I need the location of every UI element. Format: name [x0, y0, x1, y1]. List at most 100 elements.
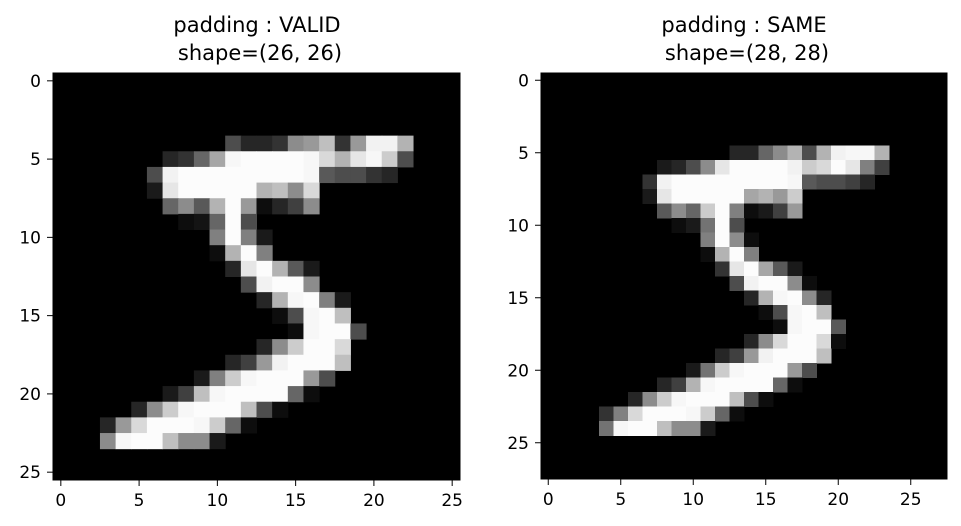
heatmap-cell — [831, 175, 846, 190]
heatmap-cell — [773, 305, 788, 320]
heatmap-cell — [116, 433, 132, 449]
heatmap-cell — [715, 262, 730, 277]
heatmap-cell — [303, 386, 319, 402]
heatmap-cell — [686, 218, 701, 233]
heatmap-cell — [178, 402, 194, 418]
heatmap-cell — [257, 198, 273, 214]
heatmap-cell — [225, 198, 241, 214]
heatmap-cell — [672, 392, 687, 407]
heatmap-cell — [225, 386, 241, 402]
heatmap-cell — [657, 204, 672, 219]
heatmap-cell — [131, 433, 147, 449]
heatmap-cell — [272, 261, 288, 277]
heatmap-cell — [257, 370, 273, 386]
heatmap-cell — [672, 421, 687, 436]
heatmap-cell — [802, 334, 817, 349]
heatmap-cell — [744, 233, 759, 248]
heatmap-cell — [366, 151, 382, 167]
heatmap-cell — [643, 392, 658, 407]
heatmap-cell — [715, 175, 730, 190]
x-tick-label: 25 — [441, 491, 463, 511]
heatmap-cell — [860, 160, 875, 175]
heatmap-cell — [788, 349, 803, 364]
heatmap-cell — [730, 218, 745, 233]
heatmap-cell — [288, 355, 304, 371]
x-tick-label: 5 — [615, 490, 626, 510]
heatmap-cell — [210, 433, 226, 449]
heatmap-cell — [817, 305, 832, 320]
y-tick-label: 20 — [19, 385, 41, 405]
heatmap-cell — [730, 349, 745, 364]
heatmap-cell — [686, 175, 701, 190]
heatmap-cell — [131, 417, 147, 433]
heatmap-cell — [210, 151, 226, 167]
x-tick-label: 0 — [55, 491, 66, 511]
heatmap-cell — [319, 323, 335, 339]
heatmap-cell — [643, 189, 658, 204]
heatmap-cell — [210, 417, 226, 433]
chart-subtitle-same: shape=(28, 28) — [665, 41, 829, 65]
heatmap-cell — [730, 175, 745, 190]
heatmap-cell — [335, 167, 351, 183]
heatmap-cell — [178, 151, 194, 167]
heatmap-cell — [163, 183, 179, 199]
y-tick-label: 15 — [507, 289, 529, 309]
heatmap-cell — [701, 189, 716, 204]
heatmap-cell — [875, 160, 890, 175]
heatmap-cell — [163, 433, 179, 449]
heatmap-cell — [288, 136, 304, 152]
heatmap-cell — [257, 136, 273, 152]
heatmap-cell — [686, 392, 701, 407]
heatmap-cell — [701, 378, 716, 393]
heatmap-cell — [366, 167, 382, 183]
heatmap-cell — [303, 308, 319, 324]
heatmap-cell — [672, 160, 687, 175]
heatmap-cell — [715, 407, 730, 422]
heatmap-cell — [657, 421, 672, 436]
heatmap-cell — [288, 198, 304, 214]
heatmap-cell — [350, 151, 366, 167]
heatmap-cell — [147, 417, 163, 433]
heatmap-cell — [194, 370, 210, 386]
heatmap-cell — [147, 183, 163, 199]
heatmap-cell — [701, 407, 716, 422]
heatmap-cell — [686, 189, 701, 204]
heatmap-cell — [257, 167, 273, 183]
heatmap-cell — [831, 146, 846, 161]
heatmap-cell — [241, 277, 257, 293]
heatmap-cell — [288, 151, 304, 167]
heatmap-cell — [730, 378, 745, 393]
heatmap-cell — [686, 378, 701, 393]
heatmap-cell — [319, 370, 335, 386]
heatmap-cell — [241, 230, 257, 246]
heatmap-cell — [759, 363, 774, 378]
heatmap-cell — [686, 363, 701, 378]
heatmap-cell — [288, 167, 304, 183]
heatmap-cell — [272, 292, 288, 308]
heatmap-cell — [759, 175, 774, 190]
heatmap-cell — [744, 160, 759, 175]
y-tick-label: 15 — [19, 307, 41, 327]
heatmap-cell — [788, 363, 803, 378]
heatmap-cell — [335, 355, 351, 371]
x-tick-label: 10 — [207, 491, 229, 511]
heatmap-cell — [303, 355, 319, 371]
heatmap-cell — [257, 402, 273, 418]
heatmap-cell — [730, 276, 745, 291]
heatmap-cell — [257, 183, 273, 199]
heatmap-cell — [846, 146, 861, 161]
heatmap-cell — [303, 292, 319, 308]
heatmap-cell — [686, 204, 701, 219]
heatmap-cell — [628, 407, 643, 422]
heatmap-cell — [225, 167, 241, 183]
y-tick-label: 5 — [518, 144, 529, 164]
heatmap-cell — [303, 370, 319, 386]
heatmap-cell — [773, 189, 788, 204]
heatmap-cell — [210, 245, 226, 261]
heatmap-cell — [319, 308, 335, 324]
heatmap-cell — [194, 417, 210, 433]
heatmap-cell — [210, 183, 226, 199]
y-tick-label: 10 — [19, 228, 41, 248]
heatmap-cell — [319, 355, 335, 371]
y-tick-label: 20 — [507, 361, 529, 381]
